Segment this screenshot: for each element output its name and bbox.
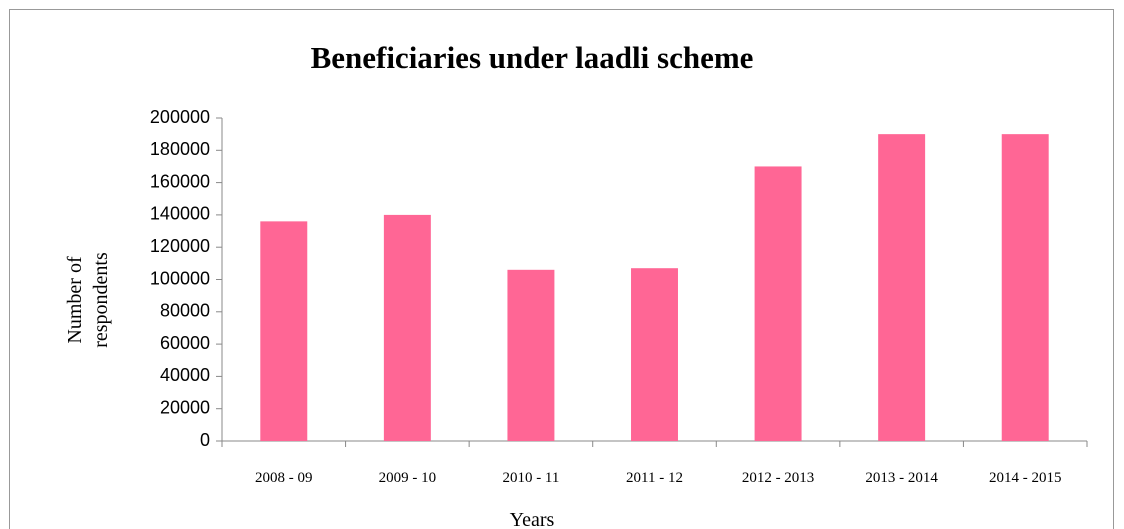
y-tick-label: 20000 <box>160 397 210 417</box>
y-tick-label: 100000 <box>150 268 210 288</box>
bar <box>260 221 308 441</box>
x-tick-label: 2011 - 12 <box>626 470 683 486</box>
chart-title: Beneficiaries under laadli scheme <box>311 40 754 75</box>
x-tick-label: 2008 - 09 <box>255 470 313 486</box>
y-tick-label: 60000 <box>160 333 210 353</box>
x-axis-label: Years <box>510 509 555 529</box>
y-tick-label: 200000 <box>150 107 210 127</box>
y-tick-label: 0 <box>200 430 210 450</box>
bar <box>631 268 678 441</box>
bar <box>507 269 555 441</box>
y-tick-label: 40000 <box>160 365 210 385</box>
y-tick-label: 160000 <box>150 171 210 191</box>
bar <box>383 214 431 441</box>
y-tick-label: 140000 <box>150 204 210 224</box>
x-tick-label: 2013 - 2014 <box>865 470 938 486</box>
x-tick-label: 2012 - 2013 <box>742 470 815 486</box>
y-tick-label: 120000 <box>150 236 210 256</box>
y-tick-label: 180000 <box>150 139 210 159</box>
x-tick-label: 2009 - 10 <box>379 470 437 486</box>
bar <box>754 166 802 441</box>
x-tick-label: 2014 - 2015 <box>989 470 1062 486</box>
y-axis-label: Number of respondents <box>64 252 112 348</box>
bar <box>878 134 926 441</box>
y-tick-label: 80000 <box>160 301 210 321</box>
bar <box>1001 134 1049 441</box>
x-tick-label: 2010 - 11 <box>502 470 559 486</box>
chart-frame <box>9 9 1114 529</box>
